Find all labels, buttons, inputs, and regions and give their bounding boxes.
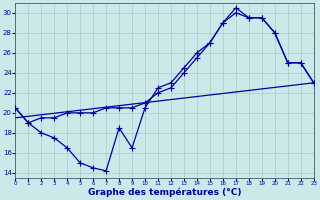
X-axis label: Graphe des températures (°C): Graphe des températures (°C)	[88, 188, 241, 197]
